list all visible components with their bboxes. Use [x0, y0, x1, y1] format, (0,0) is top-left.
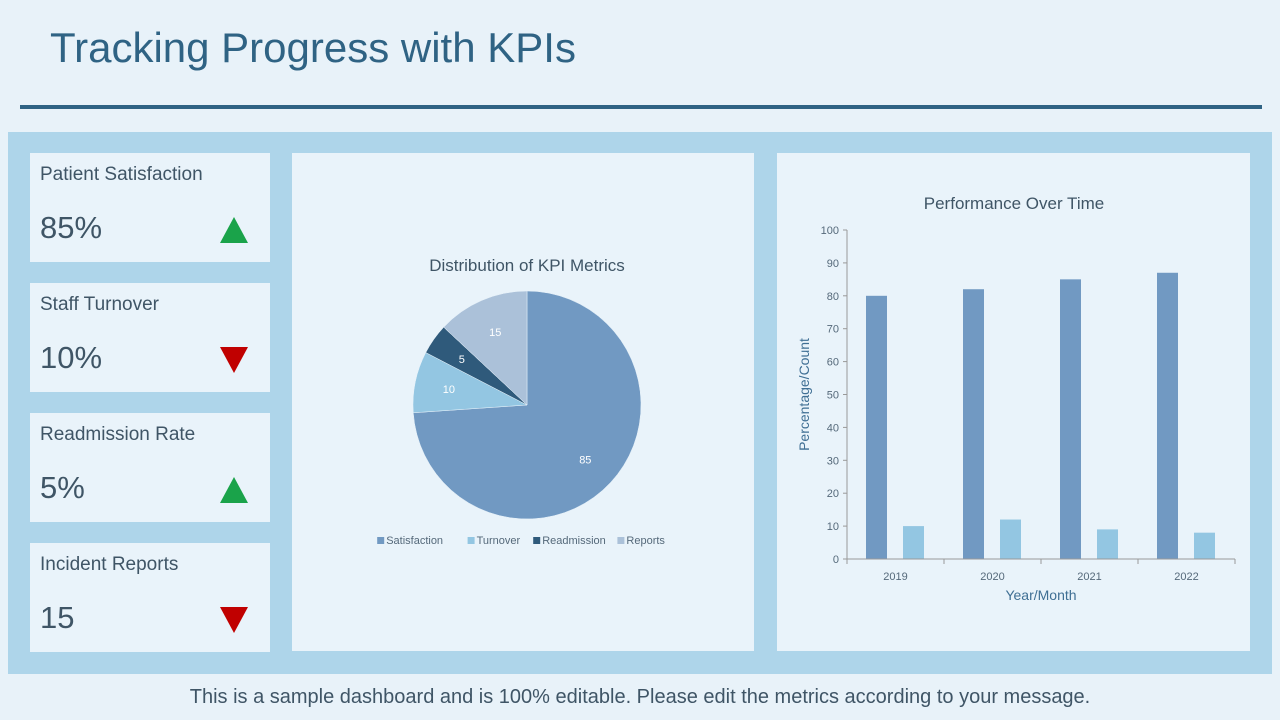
y-tick-label: 90	[827, 258, 839, 270]
legend-label-reports: Reports	[626, 535, 665, 547]
bar-chart-panel: Performance Over Time 0 10 20 30 40 50 60 70 80 9…	[777, 153, 1250, 651]
page-title: Tracking Progress with KPIs	[50, 24, 576, 71]
legend-swatch-readmission	[533, 537, 541, 544]
legend-swatch-turnover	[467, 537, 475, 544]
kpi-value: 85%	[40, 210, 103, 245]
legend-label-turnover: Turnover	[477, 535, 521, 547]
bar-2021-series-2	[1097, 529, 1118, 559]
y-tick-label: 10	[827, 521, 839, 533]
pie-data-label: 5	[459, 354, 465, 366]
footer-note: This is a sample dashboard and is 100% e…	[189, 686, 1091, 708]
kpi-label: Patient Satisfaction	[40, 164, 203, 185]
pie-data-label: 85	[579, 454, 591, 466]
y-tick-label: 60	[827, 357, 839, 369]
x-tick-label: 2020	[980, 571, 1004, 583]
bar-chart-title: Performance Over Time	[924, 194, 1104, 213]
bar-2022-series-2	[1194, 532, 1215, 559]
bar-2021-series-1	[1060, 279, 1081, 559]
legend-label-readmission: Readmission	[542, 535, 606, 547]
bar-2020-series-2	[1000, 519, 1021, 559]
kpi-card-patient-satisfaction: Patient Satisfaction 85%	[30, 153, 270, 262]
kpi-value: 15	[40, 600, 75, 635]
y-tick-label: 0	[833, 554, 839, 566]
pie-data-label: 10	[443, 384, 455, 396]
trend-down-icon	[220, 347, 248, 373]
bar-2019-series-2	[903, 526, 924, 559]
title-divider	[20, 105, 1262, 109]
trend-down-icon	[220, 607, 248, 633]
trend-arrow-shape	[220, 217, 248, 243]
x-tick-label: 2019	[883, 571, 907, 583]
trend-up-icon	[220, 217, 248, 243]
bar-2019-series-1	[866, 295, 887, 559]
bar-chart: Performance Over Time 0 10 20 30 40 50 60 70 80 9…	[796, 194, 1236, 603]
bar-2022-series-1	[1157, 272, 1178, 559]
y-tick-label: 20	[827, 488, 839, 500]
pie-chart: Distribution of KPI Metrics 85 10 5 15 Sati…	[377, 256, 665, 547]
kpi-label: Staff Turnover	[40, 294, 159, 315]
kpi-card-incident-reports: Incident Reports 15	[30, 543, 270, 652]
bar-2020-series-1	[963, 289, 984, 559]
y-tick-label: 70	[827, 324, 839, 336]
y-tick-label: 50	[827, 390, 839, 402]
trend-arrow-shape	[220, 607, 248, 633]
kpi-value: 10%	[40, 340, 103, 375]
kpi-label: Incident Reports	[40, 554, 179, 575]
pie-data-label: 15	[489, 327, 501, 339]
legend-swatch-satisfaction	[377, 537, 385, 544]
legend-label-satisfaction: Satisfaction	[386, 535, 443, 547]
x-tick-label: 2021	[1077, 571, 1101, 583]
kpi-card-staff-turnover: Staff Turnover 10%	[30, 283, 270, 392]
y-axis-label: Percentage/Count	[796, 338, 812, 451]
pie-chart-title: Distribution of KPI Metrics	[429, 256, 625, 275]
y-tick-label: 100	[821, 225, 839, 237]
y-tick-label: 40	[827, 422, 839, 434]
kpi-label: Readmission Rate	[40, 424, 196, 445]
kpi-card-readmission-rate: Readmission Rate 5%	[30, 413, 270, 522]
x-axis-label: Year/Month	[1005, 587, 1076, 603]
x-tick-label: 2022	[1174, 571, 1198, 583]
legend-swatch-reports	[617, 537, 625, 544]
pie-slice-reports	[443, 290, 528, 406]
trend-arrow-shape	[220, 477, 248, 503]
pie-chart-panel: Distribution of KPI Metrics 85 10 5 15 Sati…	[292, 153, 754, 651]
trend-up-icon	[220, 477, 248, 503]
kpi-value: 5%	[40, 470, 85, 505]
y-tick-label: 30	[827, 455, 839, 467]
y-tick-label: 80	[827, 291, 839, 303]
trend-arrow-shape	[220, 347, 248, 373]
